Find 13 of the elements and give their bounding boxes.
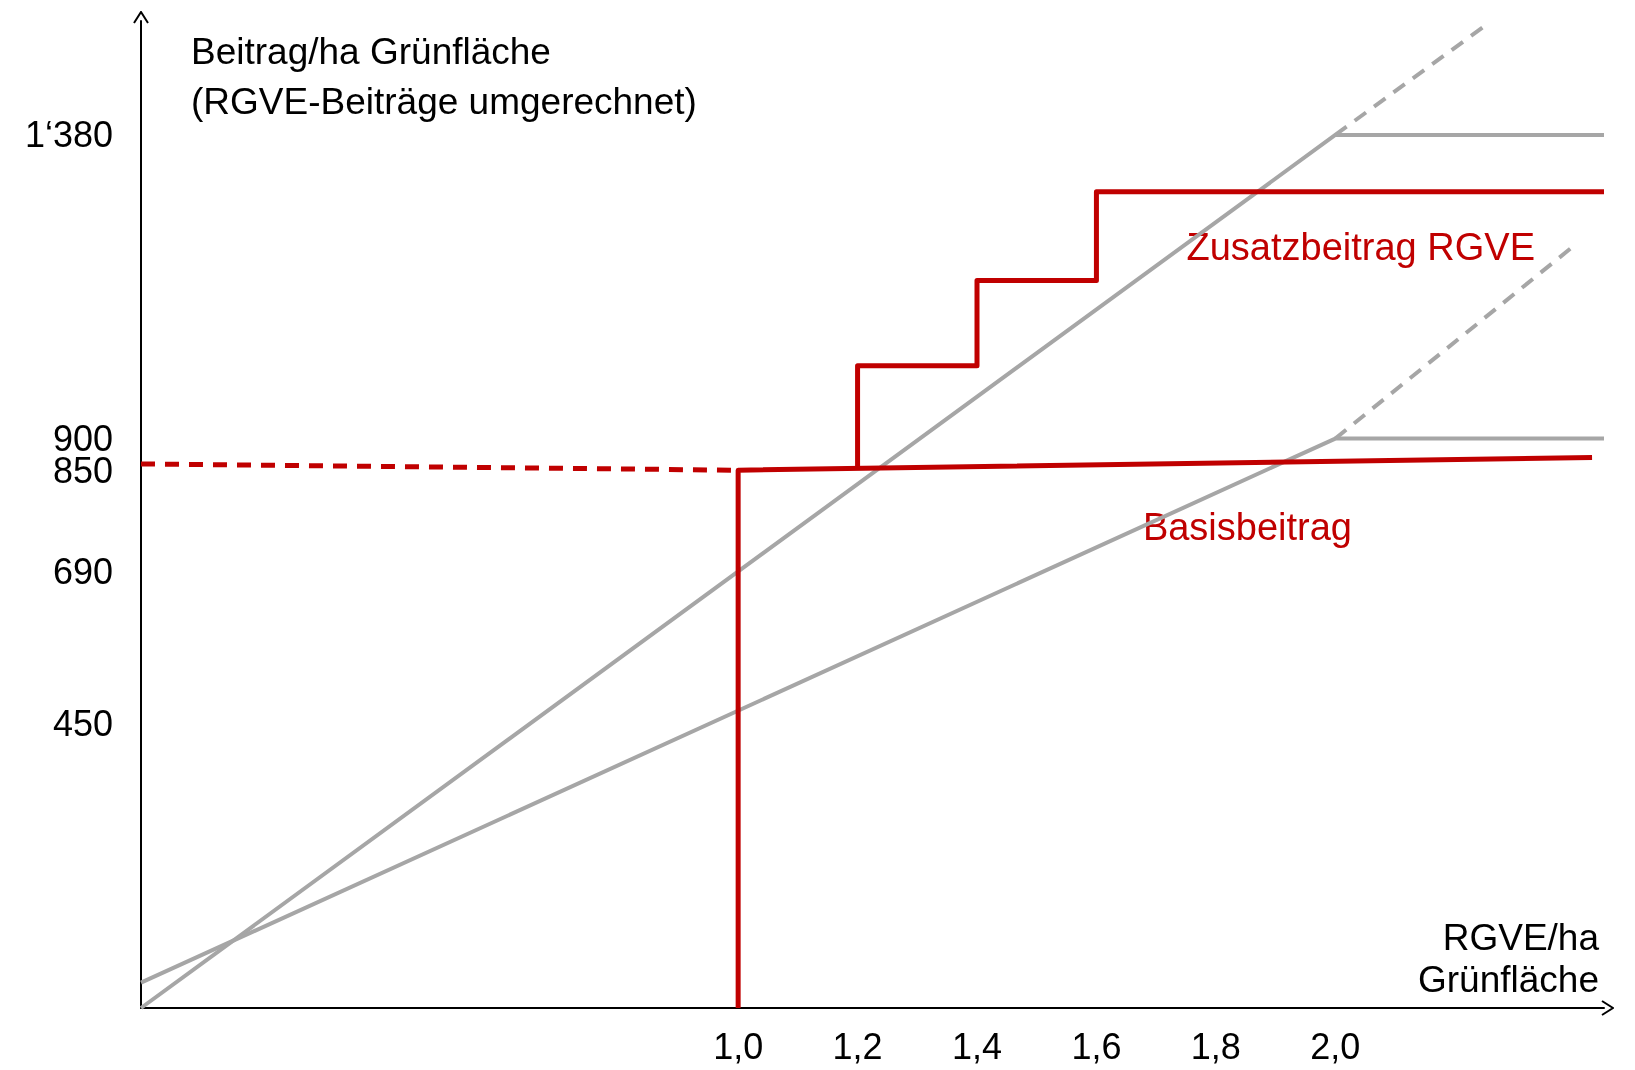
x-axis-title: RGVE/ha Grünfläche [1418, 916, 1600, 1000]
x-tick-label: 2,0 [1310, 1025, 1361, 1067]
x-tick-label: 1,6 [1071, 1025, 1122, 1067]
y-axis-title: Beitrag/ha Grünfläche (RGVE-Beiträge umgerechnet) [191, 30, 697, 122]
annotation: Basisbeitrag [1142, 506, 1353, 548]
annotation: Zusatzbeitrag RGVE [1186, 226, 1536, 268]
x-tick-label: 1,0 [713, 1025, 764, 1067]
y-tick-label: 1‘380 [24, 114, 113, 156]
y-tick-label: 690 [52, 550, 113, 592]
x-tick-label: 1,2 [832, 1025, 883, 1067]
x-tick-label: 1,8 [1190, 1025, 1241, 1067]
x-tick-label: 1,4 [951, 1025, 1003, 1067]
y-tick-label: 450 [52, 702, 113, 744]
